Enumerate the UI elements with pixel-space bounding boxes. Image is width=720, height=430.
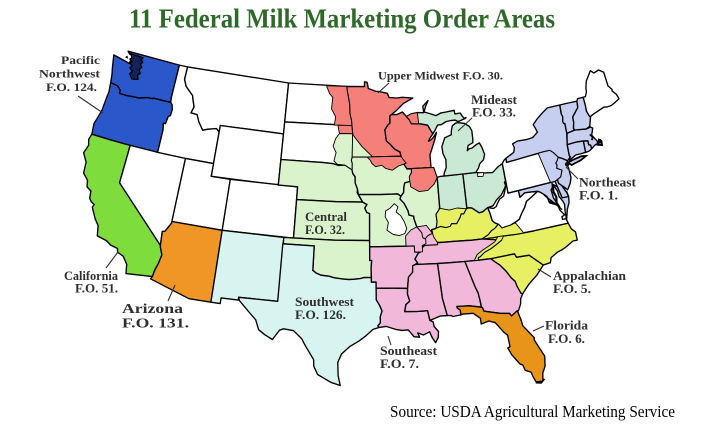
svg-text:Source: USDA Agricultural Mark: Source: USDA Agricultural Marketing Serv… (390, 402, 675, 421)
svg-text:F.O. 1.: F.O. 1. (579, 188, 618, 203)
svg-text:Mideast: Mideast (471, 93, 518, 107)
svg-text:F.O. 51.: F.O. 51. (75, 282, 118, 296)
svg-text:Southwest: Southwest (295, 295, 355, 309)
svg-text:Pacific: Pacific (61, 55, 100, 67)
svg-text:F.O. 33.: F.O. 33. (472, 106, 516, 120)
svg-text:Appalachian: Appalachian (553, 268, 627, 283)
svg-text:F.O. 5.: F.O. 5. (553, 281, 591, 296)
svg-text:F.O. 124.: F.O. 124. (46, 82, 97, 94)
svg-text:Upper Midwest F.O. 30.: Upper Midwest F.O. 30. (378, 69, 503, 83)
svg-text:Central: Central (305, 210, 348, 224)
svg-text:Northeast: Northeast (579, 175, 637, 190)
svg-text:Florida: Florida (545, 319, 589, 333)
svg-text:Northwest: Northwest (39, 69, 100, 81)
svg-text:11 Federal Milk Marketing Orde: 11 Federal Milk Marketing Order Areas (129, 4, 555, 34)
svg-text:California: California (64, 269, 119, 283)
svg-text:F.O. 6.: F.O. 6. (548, 332, 585, 346)
svg-text:F.O. 126.: F.O. 126. (295, 308, 346, 322)
svg-text:F.O. 131.: F.O. 131. (122, 316, 189, 331)
svg-text:Southeast: Southeast (380, 344, 438, 358)
svg-text:Arizona: Arizona (122, 301, 183, 316)
svg-text:F.O. 7.: F.O. 7. (380, 357, 419, 371)
svg-text:F.O. 32.: F.O. 32. (305, 223, 345, 237)
